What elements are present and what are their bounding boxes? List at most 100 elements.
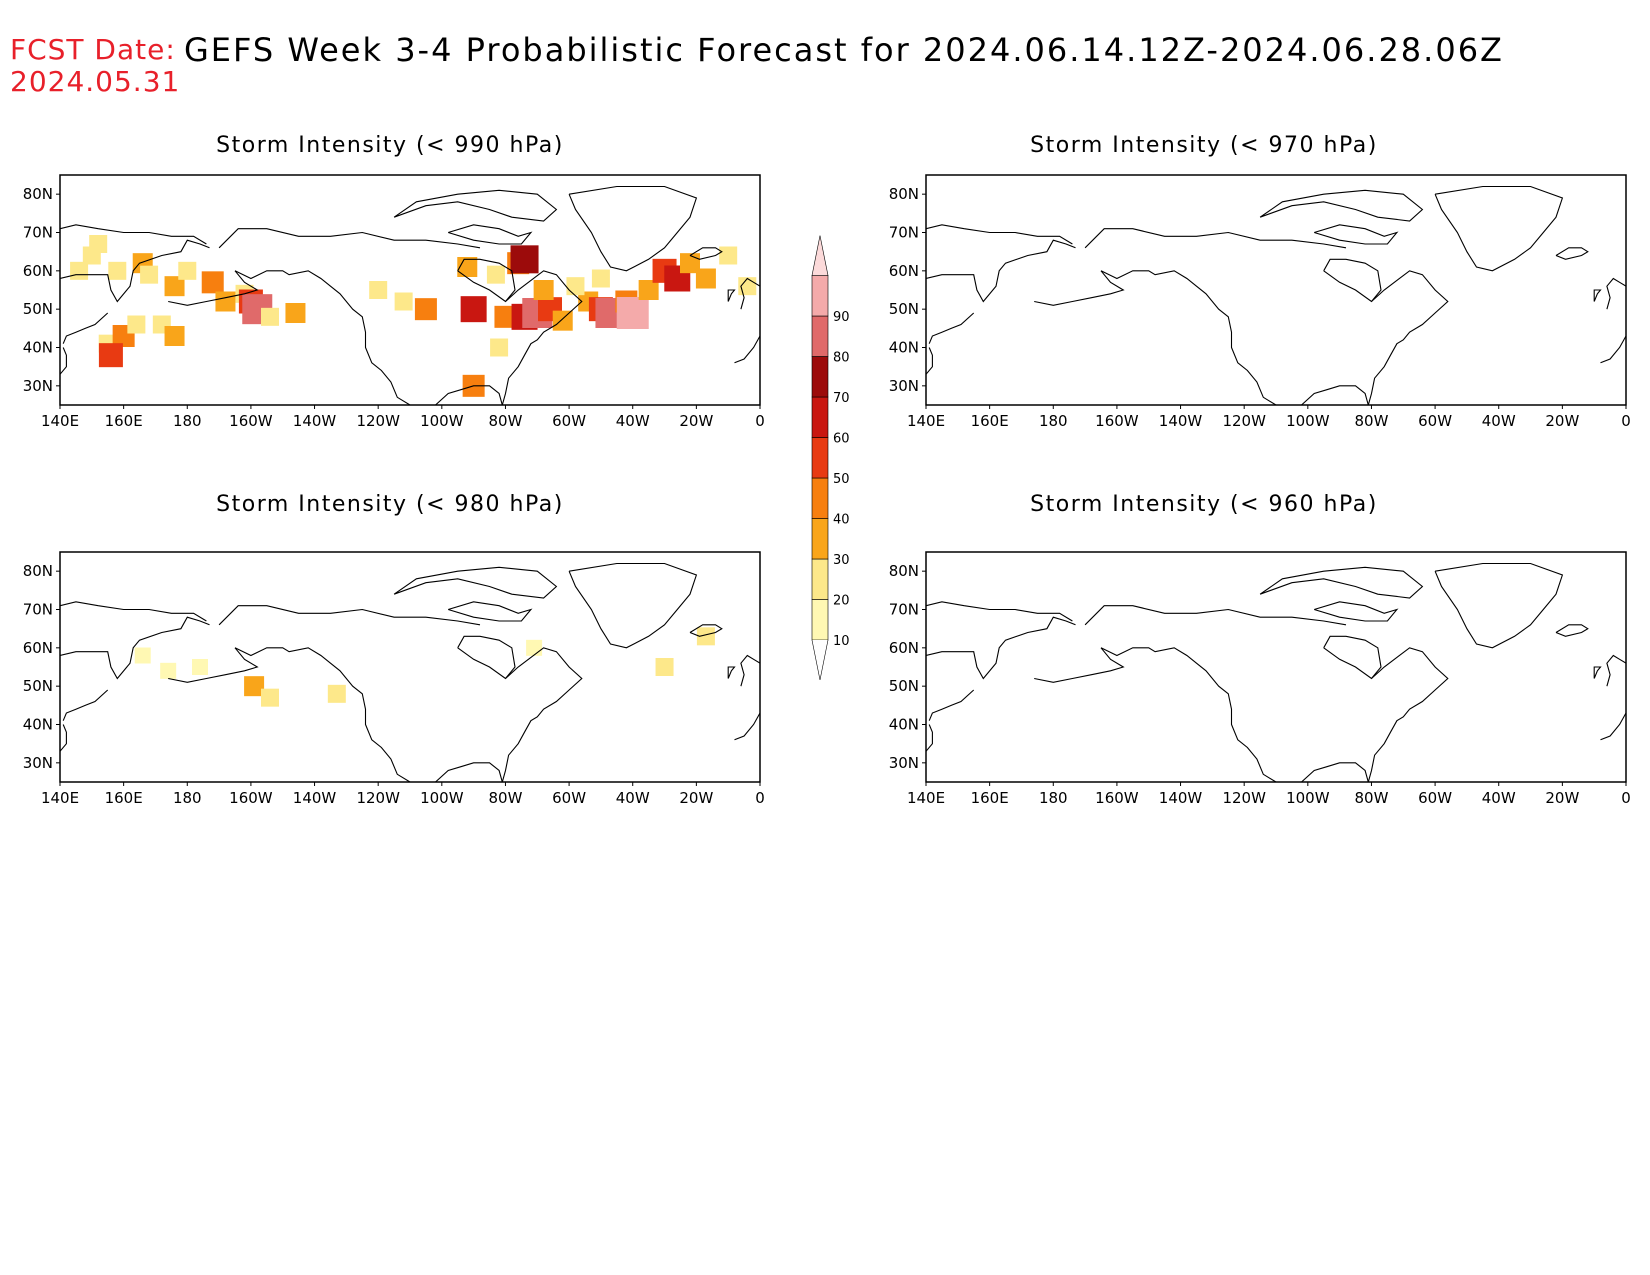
coastline bbox=[60, 347, 67, 375]
panel-title-990: Storm Intensity (< 990 hPa) bbox=[216, 133, 564, 158]
coastline bbox=[218, 605, 481, 626]
coastline bbox=[501, 647, 583, 782]
coastline bbox=[1259, 566, 1424, 599]
coastline bbox=[60, 601, 207, 622]
probability-cell bbox=[164, 326, 185, 346]
map-panel-1: 140E 160E 180 160W 140W 120W 100W 80W 60W 40W 20W 0… bbox=[889, 174, 1631, 430]
probability-cell bbox=[552, 310, 573, 331]
probability-cell bbox=[108, 261, 127, 280]
map-panel-3: 140E 160E 180 160W 140W 120W 100W 80W 60W 40W 20W 0… bbox=[889, 551, 1631, 807]
probability-cell bbox=[215, 291, 236, 312]
coastline bbox=[501, 270, 583, 405]
x-tick-label: 180 bbox=[173, 789, 202, 807]
coastline bbox=[1301, 385, 1369, 405]
x-tick-label: 160E bbox=[971, 412, 1009, 430]
x-tick-label: 20W bbox=[1545, 789, 1579, 807]
coastline bbox=[1434, 562, 1564, 649]
probability-cell bbox=[285, 303, 306, 323]
x-tick-label: 140E bbox=[907, 412, 945, 430]
colorbar-bottom-arrow bbox=[811, 639, 829, 681]
probability-cell bbox=[244, 676, 265, 697]
x-tick-label: 0 bbox=[1621, 789, 1631, 807]
y-tick-label: 30N bbox=[23, 377, 53, 395]
x-tick-label: 40W bbox=[1482, 412, 1516, 430]
probability-cell bbox=[394, 292, 413, 311]
probability-cell bbox=[261, 688, 279, 707]
fcst-date-value: 2024.05.31 bbox=[10, 65, 181, 98]
coastline bbox=[60, 724, 67, 752]
probability-cell bbox=[486, 265, 505, 284]
y-tick-label: 80N bbox=[889, 562, 919, 580]
probability-cell bbox=[510, 245, 539, 274]
probability-cell bbox=[680, 253, 700, 274]
probability-cell bbox=[160, 662, 177, 679]
coastline bbox=[60, 616, 210, 680]
probability-cell bbox=[134, 647, 151, 664]
coastline bbox=[1323, 635, 1382, 680]
coastline bbox=[727, 666, 736, 679]
probability-cell bbox=[696, 627, 715, 646]
x-tick-label: 80W bbox=[1354, 789, 1388, 807]
fcst-date-label: FCST Date: bbox=[10, 33, 176, 66]
y-tick-label: 80N bbox=[23, 185, 53, 203]
colorbar-swatch bbox=[811, 599, 829, 641]
y-tick-label: 70N bbox=[23, 601, 53, 619]
coastline bbox=[926, 239, 1076, 303]
coastline bbox=[1367, 270, 1449, 405]
coastline bbox=[218, 228, 481, 249]
x-tick-label: 60W bbox=[552, 789, 586, 807]
colorbar-swatch bbox=[811, 275, 829, 317]
y-tick-label: 30N bbox=[889, 754, 919, 772]
coastline bbox=[435, 762, 503, 782]
probability-cell bbox=[616, 297, 649, 329]
y-tick-label: 40N bbox=[23, 339, 53, 357]
probability-cell bbox=[719, 246, 738, 265]
coastline bbox=[926, 224, 1073, 245]
x-tick-label: 160E bbox=[971, 789, 1009, 807]
coastline bbox=[926, 724, 933, 752]
probability-cell bbox=[414, 298, 437, 321]
x-tick-label: 60W bbox=[1418, 789, 1452, 807]
probability-cell bbox=[201, 271, 224, 294]
x-tick-label: 60W bbox=[552, 412, 586, 430]
page-title: GEFS Week 3-4 Probabilistic Forecast for… bbox=[184, 31, 1504, 69]
colorbar-swatch bbox=[811, 558, 829, 600]
coastline bbox=[393, 566, 558, 599]
coastline bbox=[1593, 289, 1602, 302]
colorbar-swatch bbox=[811, 315, 829, 357]
coastline bbox=[1555, 624, 1589, 637]
coastline bbox=[1600, 335, 1626, 364]
coastline bbox=[928, 689, 975, 721]
x-tick-label: 140W bbox=[293, 789, 337, 807]
coastline bbox=[1314, 224, 1399, 245]
coastline bbox=[448, 601, 533, 622]
x-tick-label: 40W bbox=[1482, 789, 1516, 807]
y-tick-label: 60N bbox=[23, 639, 53, 657]
colorbar-label: 50 bbox=[833, 472, 850, 487]
coastline bbox=[1367, 647, 1449, 782]
probability-cell bbox=[460, 296, 487, 323]
x-tick-label: 140E bbox=[907, 789, 945, 807]
colorbar-swatch bbox=[811, 518, 829, 560]
coastline bbox=[928, 312, 975, 344]
y-tick-label: 40N bbox=[889, 339, 919, 357]
coastline bbox=[926, 616, 1076, 680]
coastline bbox=[448, 224, 533, 245]
x-tick-label: 140E bbox=[41, 789, 79, 807]
coastline bbox=[1301, 762, 1369, 782]
coastline bbox=[740, 277, 760, 310]
x-tick-label: 180 bbox=[1039, 412, 1068, 430]
probability-cell bbox=[140, 265, 159, 284]
x-tick-label: 60W bbox=[1418, 412, 1452, 430]
y-tick-label: 70N bbox=[889, 224, 919, 242]
y-tick-label: 50N bbox=[23, 677, 53, 695]
coastline bbox=[234, 647, 411, 782]
x-tick-label: 0 bbox=[1621, 412, 1631, 430]
x-tick-label: 140W bbox=[1159, 789, 1203, 807]
coastline bbox=[734, 712, 760, 741]
coastline bbox=[1314, 601, 1399, 622]
coastline bbox=[926, 347, 933, 375]
colorbar-label: 40 bbox=[833, 513, 850, 528]
colorbar-swatch bbox=[811, 396, 829, 438]
